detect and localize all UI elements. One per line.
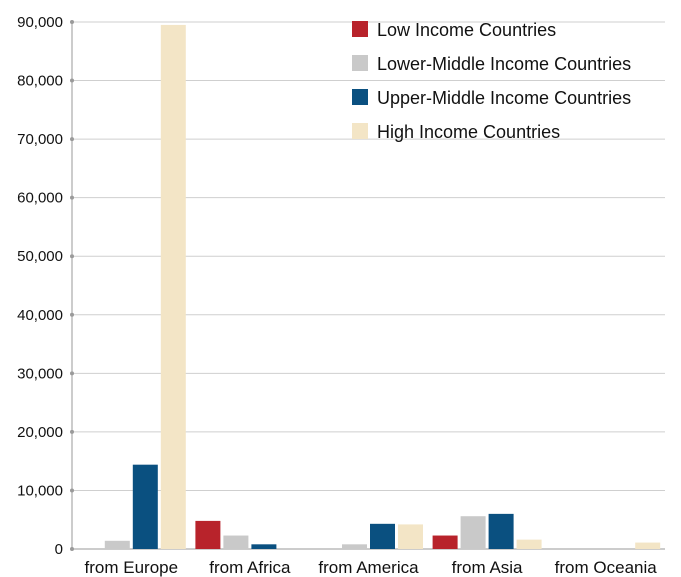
bar-low-income-countries-from-asia (432, 535, 458, 549)
y-tick-label: 90,000 (17, 14, 63, 31)
x-axis-labels: from Europe from Africa from America from A… (85, 558, 658, 577)
bar-upper-middle-income-countries-from-america (370, 523, 395, 549)
y-tick-label: 80,000 (17, 73, 63, 90)
bar-high-income-countries-from-oceania (635, 542, 661, 549)
y-tick-label: 60,000 (17, 190, 63, 207)
bar-lower-middle-income-countries-from-africa (223, 535, 249, 549)
bar-high-income-countries-from-asia (516, 539, 542, 549)
legend-label: Lower-Middle Income Countries (377, 54, 631, 74)
legend-swatch (352, 21, 368, 37)
y-axis-ticks: 0 10,000 20,000 30,000 40,000 50,000 60,000 70,… (17, 14, 63, 558)
y-tick-label: 10,000 (17, 482, 63, 499)
bar-lower-middle-income-countries-from-america (342, 544, 367, 549)
bar-high-income-countries-from-europe (160, 24, 186, 549)
x-category-label: from Europe (85, 558, 179, 577)
legend-label: High Income Countries (377, 122, 560, 142)
y-tick-label: 30,000 (17, 365, 63, 382)
x-category-label: from Asia (452, 558, 523, 577)
x-category-label: from America (318, 558, 419, 577)
bar-upper-middle-income-countries-from-africa (251, 544, 277, 549)
legend-swatch (352, 123, 368, 139)
bars (104, 24, 661, 549)
y-tick-label: 20,000 (17, 424, 63, 441)
legend: Low Income Countries Lower-Middle Income … (352, 20, 631, 142)
y-tick-label: 40,000 (17, 307, 63, 324)
legend-swatch (352, 89, 368, 105)
x-category-label: from Oceania (555, 558, 658, 577)
bar-high-income-countries-from-america (398, 524, 423, 549)
y-tick-label: 50,000 (17, 248, 63, 265)
legend-swatch (352, 55, 368, 71)
y-tick-label: 0 (55, 541, 63, 558)
bar-upper-middle-income-countries-from-europe (132, 464, 158, 549)
legend-label: Upper-Middle Income Countries (377, 88, 631, 108)
x-category-label: from Africa (209, 558, 291, 577)
bar-upper-middle-income-countries-from-asia (488, 513, 514, 549)
legend-label: Low Income Countries (377, 20, 556, 40)
bar-low-income-countries-from-africa (195, 520, 221, 549)
bar-lower-middle-income-countries-from-asia (460, 516, 486, 549)
bar-lower-middle-income-countries-from-europe (104, 540, 130, 549)
y-tick-label: 70,000 (17, 131, 63, 148)
